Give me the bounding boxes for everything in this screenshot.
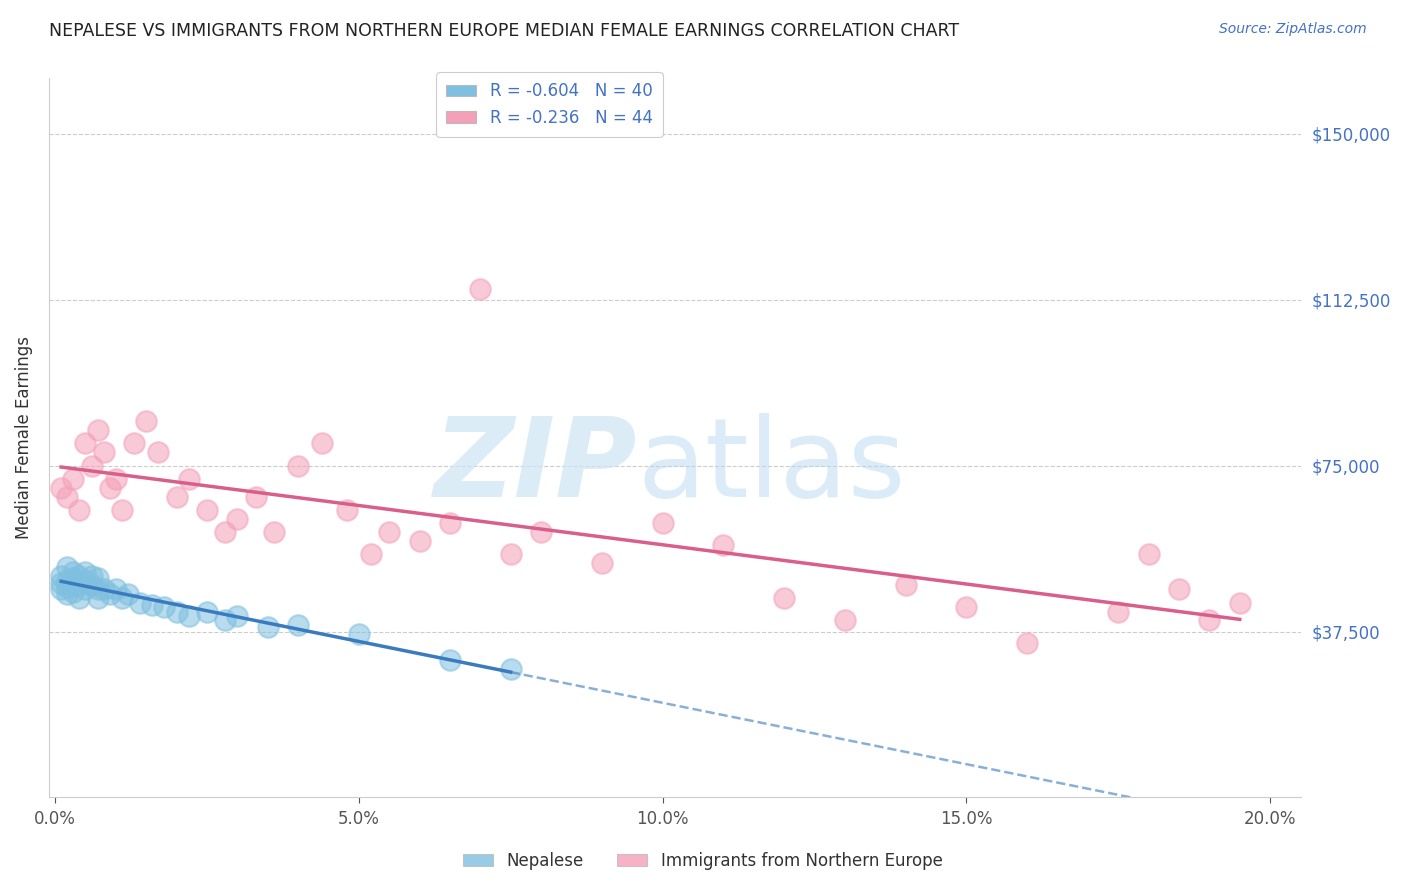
Point — [49, 569, 72, 583]
Point — [651, 516, 673, 530]
Point — [80, 578, 103, 592]
Point — [195, 605, 218, 619]
Point — [177, 472, 200, 486]
Point — [439, 516, 461, 530]
Point — [135, 414, 157, 428]
Point — [214, 614, 236, 628]
Point — [75, 565, 97, 579]
Point — [98, 481, 121, 495]
Point — [75, 574, 97, 588]
Point — [226, 609, 249, 624]
Point — [111, 503, 134, 517]
Point — [67, 578, 90, 592]
Point — [62, 565, 84, 579]
Point — [347, 626, 370, 640]
Legend: Nepalese, Immigrants from Northern Europe: Nepalese, Immigrants from Northern Europ… — [457, 846, 949, 877]
Point — [166, 490, 188, 504]
Text: Source: ZipAtlas.com: Source: ZipAtlas.com — [1219, 22, 1367, 37]
Point — [287, 618, 309, 632]
Point — [56, 574, 79, 588]
Point — [1107, 605, 1129, 619]
Point — [226, 511, 249, 525]
Point — [1137, 547, 1160, 561]
Text: atlas: atlas — [637, 413, 905, 520]
Point — [773, 591, 796, 606]
Point — [62, 571, 84, 585]
Point — [530, 524, 553, 539]
Point — [67, 569, 90, 583]
Point — [49, 481, 72, 495]
Point — [1198, 614, 1220, 628]
Point — [75, 436, 97, 450]
Y-axis label: Median Female Earnings: Median Female Earnings — [15, 336, 32, 540]
Point — [56, 490, 79, 504]
Point — [195, 503, 218, 517]
Point — [104, 472, 127, 486]
Point — [111, 591, 134, 606]
Point — [122, 436, 145, 450]
Point — [955, 600, 977, 615]
Point — [49, 575, 72, 590]
Point — [470, 282, 492, 296]
Point — [93, 582, 115, 597]
Point — [153, 600, 176, 615]
Point — [360, 547, 382, 561]
Point — [56, 580, 79, 594]
Point — [408, 533, 430, 548]
Point — [80, 458, 103, 473]
Point — [1168, 582, 1191, 597]
Point — [336, 503, 359, 517]
Text: NEPALESE VS IMMIGRANTS FROM NORTHERN EUROPE MEDIAN FEMALE EARNINGS CORRELATION C: NEPALESE VS IMMIGRANTS FROM NORTHERN EUR… — [49, 22, 959, 40]
Legend: R = -0.604   N = 40, R = -0.236   N = 44: R = -0.604 N = 40, R = -0.236 N = 44 — [436, 72, 662, 136]
Point — [166, 605, 188, 619]
Point — [62, 584, 84, 599]
Point — [311, 436, 333, 450]
Point — [62, 578, 84, 592]
Point — [141, 598, 163, 612]
Point — [711, 538, 734, 552]
Point — [1229, 596, 1251, 610]
Point — [86, 423, 108, 437]
Point — [499, 547, 522, 561]
Point — [177, 609, 200, 624]
Point — [86, 582, 108, 597]
Point — [834, 614, 856, 628]
Point — [104, 582, 127, 597]
Point — [75, 582, 97, 597]
Point — [86, 591, 108, 606]
Point — [67, 503, 90, 517]
Point — [49, 582, 72, 597]
Point — [263, 524, 285, 539]
Point — [894, 578, 917, 592]
Point — [56, 560, 79, 574]
Point — [117, 587, 139, 601]
Point — [1017, 635, 1039, 649]
Point — [148, 445, 170, 459]
Point — [245, 490, 267, 504]
Point — [287, 458, 309, 473]
Point — [591, 556, 613, 570]
Text: ZIP: ZIP — [433, 413, 637, 520]
Point — [98, 587, 121, 601]
Point — [378, 524, 401, 539]
Point — [439, 653, 461, 667]
Point — [129, 596, 152, 610]
Point — [56, 587, 79, 601]
Point — [67, 591, 90, 606]
Point — [214, 524, 236, 539]
Point — [86, 571, 108, 585]
Point — [62, 472, 84, 486]
Point — [80, 569, 103, 583]
Point — [499, 662, 522, 676]
Point — [256, 620, 278, 634]
Point — [93, 445, 115, 459]
